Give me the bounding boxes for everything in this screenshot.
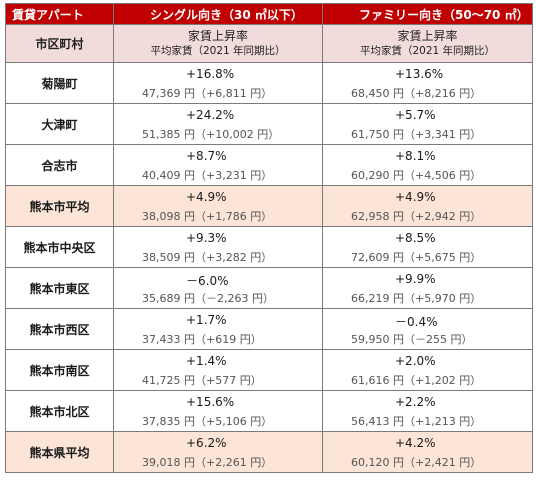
family-cell: +2.0% 61,616 円（+1,202 円） xyxy=(322,349,533,391)
single-cell: +15.6% 37,835 円（+5,106 円） xyxy=(113,390,323,432)
area-label: 市区町村 xyxy=(5,24,114,63)
rent-table: 賃貸アパート シングル向き（30 ㎡以下） ファミリー向き（50〜70 ㎡） 市… xyxy=(5,3,533,473)
table-row: 熊本市中央区 +9.3% 38,509 円（+3,282 円） +8.5% 72,609… xyxy=(5,226,533,268)
family-cell: －0.4% 59,950 円（－255 円） xyxy=(322,308,533,350)
single-cell: +16.8% 47,369 円（+6,811 円） xyxy=(113,62,323,104)
area-name: 菊陽町 xyxy=(5,62,114,104)
single-rate: +1.4% xyxy=(186,354,227,368)
area-name: 熊本市東区 xyxy=(5,267,114,309)
family-price: 68,450 円（+8,216 円） xyxy=(351,87,482,100)
family-price: 60,120 円（+2,421 円） xyxy=(351,456,482,469)
area-name: 熊本県平均 xyxy=(5,431,114,473)
single-cell: +24.2% 51,385 円（+10,002 円） xyxy=(113,103,323,145)
family-rate: +5.7% xyxy=(395,108,436,122)
family-cell: +4.9% 62,958 円（+2,942 円） xyxy=(322,185,533,227)
family-rate: +8.1% xyxy=(395,149,436,163)
single-rate: +24.2% xyxy=(186,108,235,122)
family-header: ファミリー向き（50〜70 ㎡） xyxy=(322,3,533,25)
single-rate: +16.8% xyxy=(186,67,235,81)
single-rate: －6.0% xyxy=(186,274,229,288)
family-rate: +2.0% xyxy=(395,354,436,368)
table-row: 熊本市平均 +4.9% 38,098 円（+1,786 円） +4.9% 62,958 … xyxy=(5,185,533,227)
single-rate: +6.2% xyxy=(186,436,227,450)
family-rate: +9.9% xyxy=(395,272,436,286)
single-subheader: 家賃上昇率 平均家賃（2021 年同期比） xyxy=(113,24,323,63)
table-row: 合志市 +8.7% 40,409 円（+3,231 円） +8.1% 60,290 円（… xyxy=(5,144,533,186)
single-price: 38,098 円（+1,786 円） xyxy=(142,210,273,223)
family-cell: +2.2% 56,413 円（+1,213 円） xyxy=(322,390,533,432)
family-cell: +5.7% 61,750 円（+3,341 円） xyxy=(322,103,533,145)
single-cell: +8.7% 40,409 円（+3,231 円） xyxy=(113,144,323,186)
single-price: 40,409 円（+3,231 円） xyxy=(142,169,273,182)
single-rate: +9.3% xyxy=(186,231,227,245)
family-price: 61,750 円（+3,341 円） xyxy=(351,128,482,141)
single-cell: +9.3% 38,509 円（+3,282 円） xyxy=(113,226,323,268)
table-row: 菊陽町 +16.8% 47,369 円（+6,811 円） +13.6% 68,450 … xyxy=(5,62,533,104)
family-col-sub: 平均家賃（2021 年同期比） xyxy=(359,45,496,57)
single-price: 51,385 円（+10,002 円） xyxy=(142,128,280,141)
single-price: 41,725 円（+577 円） xyxy=(142,374,262,387)
area-name: 熊本市北区 xyxy=(5,390,114,432)
table-row: 熊本県平均 +6.2% 39,018 円（+2,261 円） +4.2% 60,120 … xyxy=(5,431,533,473)
area-name: 熊本市平均 xyxy=(5,185,114,227)
single-price: 37,433 円（+619 円） xyxy=(142,333,262,346)
corner-header: 賃貸アパート xyxy=(5,3,114,25)
single-price: 37,835 円（+5,106 円） xyxy=(142,415,273,428)
family-price: 66,219 円（+5,970 円） xyxy=(351,292,482,305)
single-rate: +15.6% xyxy=(186,395,235,409)
single-rate: +1.7% xyxy=(186,313,227,327)
family-cell: +9.9% 66,219 円（+5,970 円） xyxy=(322,267,533,309)
family-price: 61,616 円（+1,202 円） xyxy=(351,374,482,387)
family-cell: +8.1% 60,290 円（+4,506 円） xyxy=(322,144,533,186)
area-name: 大津町 xyxy=(5,103,114,145)
subheader-row: 市区町村 家賃上昇率 平均家賃（2021 年同期比） 家賃上昇率 平均家賃（20… xyxy=(5,24,533,63)
area-name: 合志市 xyxy=(5,144,114,186)
header-row: 賃貸アパート シングル向き（30 ㎡以下） ファミリー向き（50〜70 ㎡） xyxy=(5,3,533,25)
single-price: 39,018 円（+2,261 円） xyxy=(142,456,273,469)
table-row: 熊本市北区 +15.6% 37,835 円（+5,106 円） +2.2% 56,413… xyxy=(5,390,533,432)
table-row: 大津町 +24.2% 51,385 円（+10,002 円） +5.7% 61,750 … xyxy=(5,103,533,145)
family-rate: +13.6% xyxy=(395,67,444,81)
family-cell: +4.2% 60,120 円（+2,421 円） xyxy=(322,431,533,473)
single-header: シングル向き（30 ㎡以下） xyxy=(113,3,323,25)
family-rate: +4.2% xyxy=(395,436,436,450)
family-cell: +8.5% 72,609 円（+5,675 円） xyxy=(322,226,533,268)
single-rate: +4.9% xyxy=(186,190,227,204)
family-subheader: 家賃上昇率 平均家賃（2021 年同期比） xyxy=(322,24,533,63)
family-rate: +4.9% xyxy=(395,190,436,204)
family-rate: －0.4% xyxy=(395,315,438,329)
table-row: 熊本市西区 +1.7% 37,433 円（+619 円） －0.4% 59,950 円（… xyxy=(5,308,533,350)
family-price: 56,413 円（+1,213 円） xyxy=(351,415,482,428)
area-name: 熊本市南区 xyxy=(5,349,114,391)
single-cell: +6.2% 39,018 円（+2,261 円） xyxy=(113,431,323,473)
family-price: 72,609 円（+5,675 円） xyxy=(351,251,482,264)
single-price: 38,509 円（+3,282 円） xyxy=(142,251,273,264)
single-col-sub: 平均家賃（2021 年同期比） xyxy=(150,45,286,57)
family-price: 60,290 円（+4,506 円） xyxy=(351,169,482,182)
area-name: 熊本市中央区 xyxy=(5,226,114,268)
single-cell: +4.9% 38,098 円（+1,786 円） xyxy=(113,185,323,227)
single-cell: +1.4% 41,725 円（+577 円） xyxy=(113,349,323,391)
family-price: 62,958 円（+2,942 円） xyxy=(351,210,482,223)
family-rate: +8.5% xyxy=(395,231,436,245)
family-price: 59,950 円（－255 円） xyxy=(351,333,473,346)
single-price: 35,689 円（－2,263 円） xyxy=(142,292,274,305)
family-col-main: 家賃上昇率 xyxy=(397,29,458,43)
family-rate: +2.2% xyxy=(395,395,436,409)
single-rate: +8.7% xyxy=(186,149,227,163)
area-name: 熊本市西区 xyxy=(5,308,114,350)
table-row: 熊本市南区 +1.4% 41,725 円（+577 円） +2.0% 61,616 円（… xyxy=(5,349,533,391)
single-cell: +1.7% 37,433 円（+619 円） xyxy=(113,308,323,350)
single-cell: －6.0% 35,689 円（－2,263 円） xyxy=(113,267,323,309)
table-body: 菊陽町 +16.8% 47,369 円（+6,811 円） +13.6% 68,450 … xyxy=(5,62,533,473)
single-col-main: 家賃上昇率 xyxy=(187,29,248,43)
single-price: 47,369 円（+6,811 円） xyxy=(142,87,273,100)
family-cell: +13.6% 68,450 円（+8,216 円） xyxy=(322,62,533,104)
table-row: 熊本市東区 －6.0% 35,689 円（－2,263 円） +9.9% 66,219 … xyxy=(5,267,533,309)
